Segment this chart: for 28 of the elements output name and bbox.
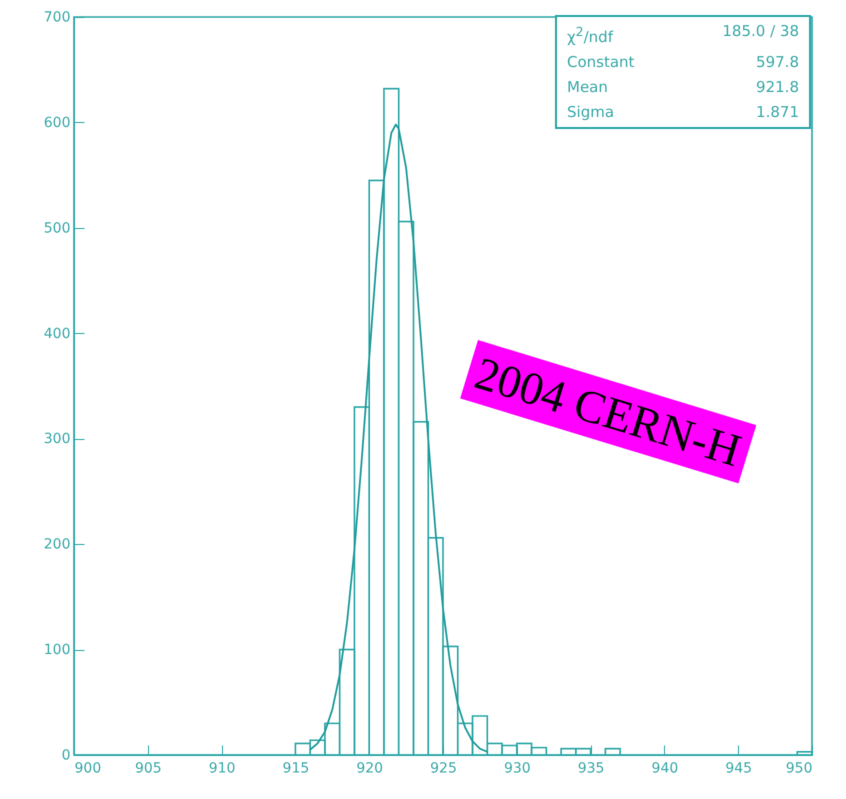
annotation: 921.8 bbox=[756, 77, 799, 98]
annotation: 185.0 / 38 bbox=[722, 21, 799, 42]
x-tick-label: 940 bbox=[652, 760, 678, 776]
annotation: 2004 CERN-H bbox=[469, 347, 747, 476]
y-tick-label: 600 bbox=[44, 114, 70, 131]
x-tick-label: 945 bbox=[725, 760, 752, 776]
x-tick-label: 905 bbox=[134, 760, 162, 776]
x-tick-label: 930 bbox=[504, 760, 531, 776]
annotation: Mean bbox=[567, 77, 608, 98]
y-tick-label: 300 bbox=[44, 431, 70, 448]
x-tick-label: 910 bbox=[208, 760, 236, 776]
y-tick-label: 700 bbox=[44, 10, 70, 26]
y-tick-label: 0 bbox=[62, 748, 70, 764]
x-tick-label: 900 bbox=[74, 760, 102, 776]
y-tick-label: 500 bbox=[44, 220, 70, 236]
y-tick-label: 400 bbox=[44, 326, 70, 342]
y-tick-label: 200 bbox=[44, 536, 70, 553]
x-tick-label: 925 bbox=[430, 760, 457, 776]
annotation: χ$^{2}$/ndf bbox=[567, 23, 613, 48]
annotation: 597.8 bbox=[756, 52, 799, 73]
x-tick-label: 935 bbox=[578, 760, 604, 776]
annotation: Constant bbox=[567, 52, 634, 73]
x-tick-label: 920 bbox=[356, 760, 384, 776]
annotation: Sigma bbox=[567, 102, 614, 123]
y-tick-label: 100 bbox=[44, 642, 70, 658]
annotation: 1.871 bbox=[756, 102, 799, 123]
x-tick-label: 915 bbox=[282, 760, 310, 776]
x-tick-label: 950 bbox=[786, 760, 812, 776]
